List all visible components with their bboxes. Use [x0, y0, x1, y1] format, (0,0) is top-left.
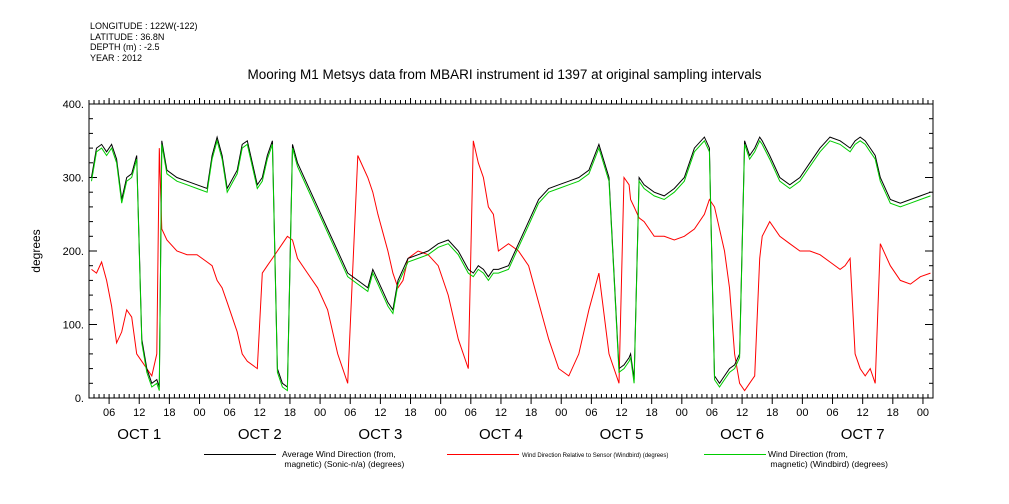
day-label: OCT 4	[479, 426, 523, 443]
x-tick-label: 18	[525, 407, 537, 419]
x-tick-label: 06	[465, 407, 477, 419]
x-tick-label: 18	[284, 407, 296, 419]
x-tick-label: 12	[374, 407, 386, 419]
latitude-label: LATITUDE : 36.8N	[90, 31, 165, 42]
metadata-block: LONGITUDE : 122W(-122) LATITUDE : 36.8N …	[90, 21, 198, 63]
x-tick-label: 00	[314, 407, 326, 419]
day-label: OCT 7	[841, 426, 885, 443]
x-tick-label: 18	[887, 407, 899, 419]
day-label: OCT 1	[117, 426, 161, 443]
longitude-label: LONGITUDE : 122W(-122)	[90, 21, 198, 31]
series-line-2	[91, 138, 931, 392]
x-tick-label: 06	[585, 407, 597, 419]
x-tick-label: 06	[344, 407, 356, 419]
day-label: OCT 3	[358, 426, 402, 443]
x-tick-label: 00	[193, 407, 205, 419]
x-tick-label: 00	[555, 407, 567, 419]
x-tick-label: 06	[224, 407, 236, 419]
day-label: OCT 5	[600, 426, 644, 443]
day-label: OCT 2	[238, 426, 282, 443]
x-tick-label: 00	[917, 407, 929, 419]
x-tick-label: 12	[857, 407, 869, 419]
day-label: OCT 6	[720, 426, 764, 443]
x-tick-label: 06	[826, 407, 838, 419]
x-tick-label: 06	[706, 407, 718, 419]
y-axis-label: degrees	[29, 229, 43, 272]
x-tick-label: 18	[163, 407, 175, 419]
x-tick-label: 12	[254, 407, 266, 419]
x-tick-label: 06	[103, 407, 115, 419]
y-tick-label: 300.	[63, 173, 84, 185]
chart-title: Mooring M1 Metsys data from MBARI instru…	[247, 67, 762, 82]
depth-label: DEPTH (m) : -2.5	[90, 42, 160, 52]
x-tick-label: 18	[404, 407, 416, 419]
series-line-1	[91, 140, 931, 392]
y-tick-label: 400.	[63, 99, 84, 111]
x-tick-label: 12	[133, 407, 145, 419]
x-tick-label: 12	[495, 407, 507, 419]
x-tick-label: 00	[676, 407, 688, 419]
y-tick-label: 100.	[63, 320, 84, 332]
year-label: YEAR : 2012	[90, 52, 143, 63]
x-tick-label: 12	[736, 407, 748, 419]
y-tick-label: 0.	[75, 393, 84, 405]
x-tick-label: 00	[435, 407, 447, 419]
x-tick-label: 12	[615, 407, 627, 419]
y-tick-label: 200.	[63, 246, 84, 258]
x-tick-label: 00	[796, 407, 808, 419]
series-line-0	[91, 135, 931, 388]
x-tick-label: 18	[766, 407, 778, 419]
x-tick-label: 18	[646, 407, 658, 419]
